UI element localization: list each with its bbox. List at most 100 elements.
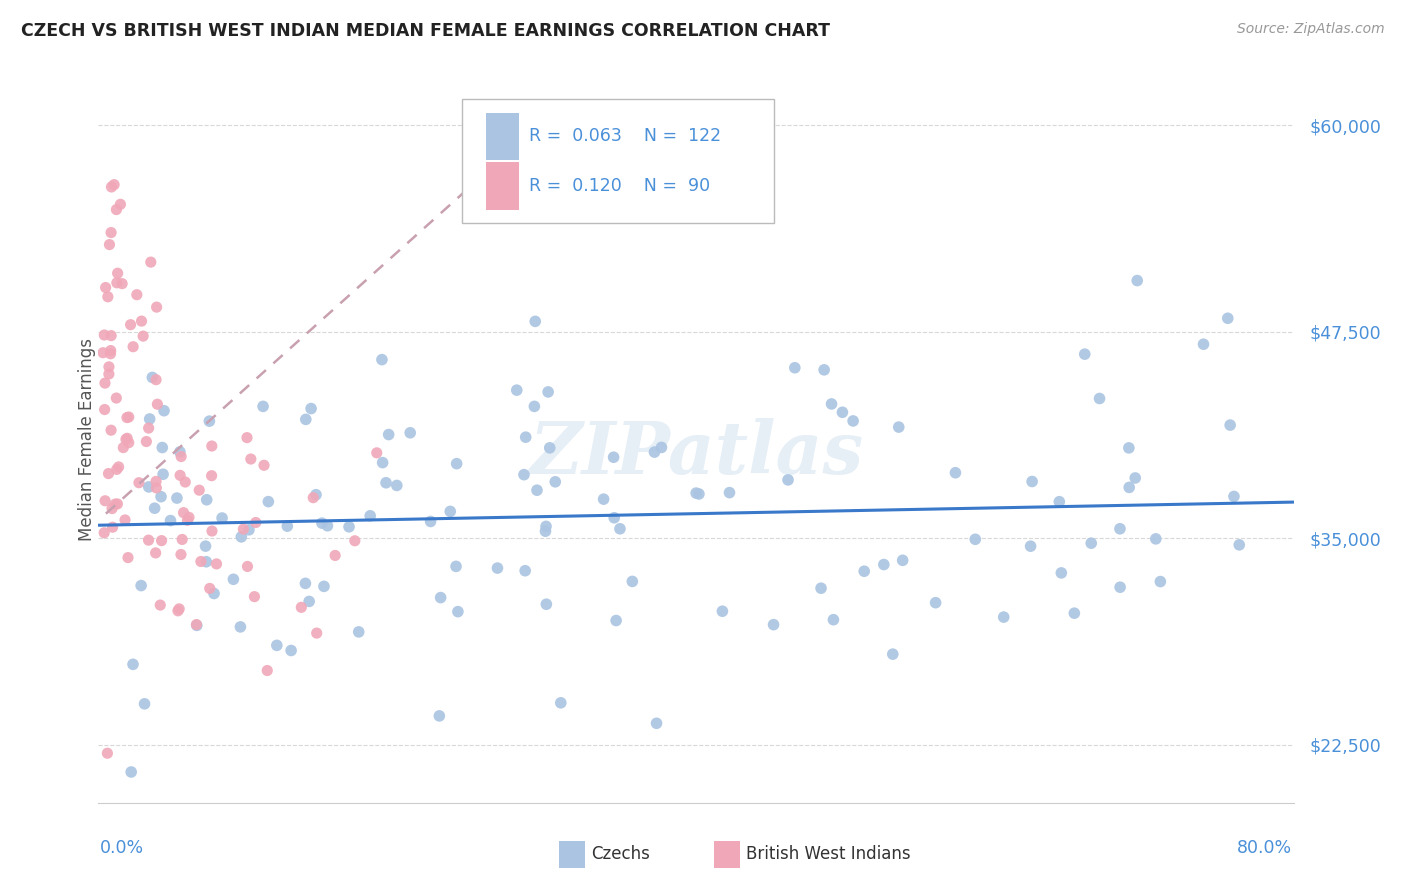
Point [305,488,328,502]
Point [337,520,360,534]
Point [444,559,467,574]
Point [145,546,167,560]
Point [486,561,509,575]
Point [239,452,262,467]
Point [429,591,451,605]
Point [236,431,259,445]
Text: Source: ZipAtlas.com: Source: ZipAtlas.com [1237,22,1385,37]
Point [602,450,624,465]
Point [101,501,124,516]
Point [150,441,173,455]
Point [91,345,114,359]
Point [172,533,194,547]
Point [506,383,529,397]
Point [93,402,115,417]
Point [97,359,120,374]
Point [186,618,208,632]
Point [1109,522,1132,536]
Point [118,435,141,450]
Point [97,367,120,381]
Point [115,432,138,446]
Point [813,363,835,377]
Point [891,553,914,567]
Point [603,510,626,524]
Point [105,462,128,476]
Point [513,467,536,482]
Point [650,441,672,455]
Point [201,439,224,453]
Point [359,508,381,523]
Point [1118,480,1140,494]
Point [173,506,195,520]
Point [176,513,198,527]
Point [399,425,422,440]
Point [125,287,148,301]
Point [295,412,318,426]
Point [524,314,547,328]
Point [1021,475,1043,489]
Text: ZIPatlas: ZIPatlas [529,418,863,490]
Point [243,590,266,604]
Point [873,558,896,572]
Point [538,441,561,455]
Point [174,475,197,489]
Point [132,329,155,343]
Point [515,564,537,578]
Text: 80.0%: 80.0% [1237,839,1292,857]
Point [1216,311,1239,326]
Point [526,483,548,498]
Point [621,574,644,589]
Point [231,530,253,544]
Point [820,397,842,411]
Point [201,468,224,483]
Text: British West Indians: British West Indians [747,846,911,863]
Point [266,638,288,652]
Point [1126,274,1149,288]
Point [101,520,124,534]
Point [1080,536,1102,550]
Point [131,314,153,328]
Point [1192,337,1215,351]
Point [100,347,122,361]
Point [105,202,128,217]
Bar [485,112,519,160]
Point [853,564,876,578]
Point [110,197,132,211]
Y-axis label: Median Female Earnings: Median Female Earnings [79,338,96,541]
Point [305,626,328,640]
Point [605,614,627,628]
Point [592,492,614,507]
Point [107,497,129,511]
Point [170,548,193,562]
Point [718,485,741,500]
Point [93,525,115,540]
Point [823,613,845,627]
Point [298,594,321,608]
Point [93,328,115,343]
Point [138,533,160,548]
Point [1219,418,1241,433]
Point [776,473,799,487]
Point [118,410,141,425]
Point [643,445,665,459]
Point [134,697,156,711]
Point [105,276,128,290]
Point [1019,539,1042,553]
Point [312,579,335,593]
Point [138,480,160,494]
Point [122,340,145,354]
Point [129,578,152,592]
Point [238,523,260,537]
Point [202,586,225,600]
Point [688,487,710,501]
Point [150,533,173,548]
Point [145,373,167,387]
Point [167,602,190,616]
Point [323,549,346,563]
Point [645,716,668,731]
Point [1149,574,1171,589]
Point [419,515,441,529]
Point [316,518,339,533]
Point [550,696,572,710]
Point [107,266,129,280]
